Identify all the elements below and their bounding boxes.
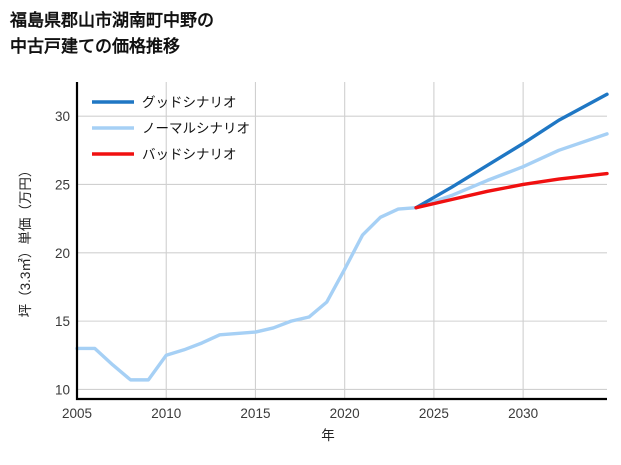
y-tick-label: 15 bbox=[55, 314, 70, 329]
x-tick-label: 2010 bbox=[151, 406, 181, 421]
y-tick-label: 30 bbox=[55, 109, 70, 124]
y-tick-label: 10 bbox=[55, 382, 70, 397]
series-line-good bbox=[414, 92, 609, 210]
x-tick-label: 2015 bbox=[240, 406, 270, 421]
series-line-normal bbox=[75, 132, 609, 382]
legend-label-bad: バッドシナリオ bbox=[142, 147, 237, 162]
x-tick-label: 2030 bbox=[508, 406, 538, 421]
x-tick-label: 2020 bbox=[330, 406, 360, 421]
x-tick-label: 2005 bbox=[62, 406, 92, 421]
x-tick-label: 2025 bbox=[419, 406, 449, 421]
axis-titles: 年 坪（3.3㎡）単価（万円） bbox=[18, 164, 335, 443]
y-axis-title: 坪（3.3㎡）単価（万円） bbox=[18, 164, 33, 318]
y-tick-label: 25 bbox=[55, 177, 70, 192]
series-lines bbox=[75, 92, 609, 382]
legend-label-good: グッドシナリオ bbox=[142, 95, 237, 110]
axis-lines bbox=[75, 82, 607, 401]
y-tick-label: 20 bbox=[55, 246, 70, 261]
gridlines bbox=[76, 82, 607, 399]
chart-title: 福島県郡山市湖南町中野の 中古戸建ての価格推移 bbox=[10, 11, 214, 56]
legend-label-normal: ノーマルシナリオ bbox=[142, 121, 250, 136]
series-line-bad bbox=[414, 171, 609, 210]
x-axis-title: 年 bbox=[321, 428, 335, 443]
